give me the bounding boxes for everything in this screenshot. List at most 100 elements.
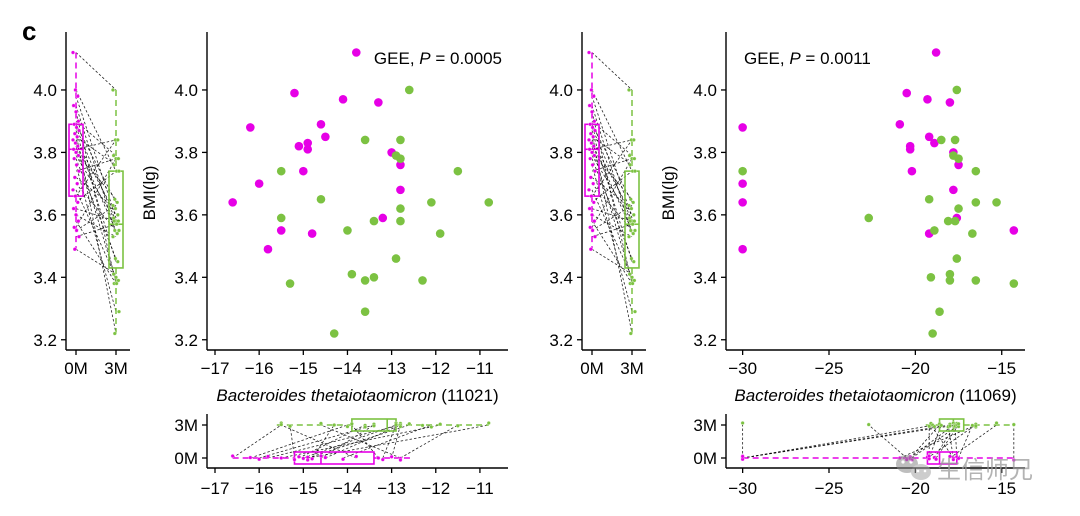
scatter-point [952,254,962,263]
scatter-point [360,276,370,285]
data-point [429,425,434,429]
data-point [115,200,120,205]
paired-link [75,205,117,231]
data-point [627,153,632,158]
scatter-point [360,307,370,316]
scatter-point [404,85,414,95]
data-point [627,272,632,277]
data-point [947,454,952,459]
data-point [593,169,597,174]
y-tick-label: 3.8 [549,143,573,162]
data-point [116,219,121,224]
paired-link [75,248,117,275]
paired-link [591,189,633,278]
scatter-point [945,269,955,279]
scatter-point [954,154,963,163]
data-point [630,275,634,280]
paired-link [75,96,117,219]
x-tick-label: −25 [815,479,844,498]
data-point [587,206,592,211]
paired-link [250,424,348,459]
scatter-point [374,98,383,107]
x-tick-label: −11 [466,359,494,378]
data-point [590,150,594,155]
data-point [74,109,78,114]
paired-link [742,424,957,459]
scatter-point [924,194,934,204]
paired-link [75,223,117,238]
data-point [376,456,381,460]
stat-annotation: GEE, P = 0.0005 [374,49,502,68]
scatter-point [299,166,308,176]
paired-link [911,424,959,459]
scatter-point [316,194,326,204]
data-point [74,228,79,233]
paired-link [267,424,401,459]
data-point [630,222,635,227]
data-point [591,200,596,205]
data-point [973,423,978,428]
data-point [288,424,293,429]
x-tick-label: 3M [620,359,644,378]
y-tick-label: 0M [693,449,717,468]
scatter-point [923,95,932,104]
paired-link [591,208,633,222]
data-point [593,234,597,239]
data-point [590,125,595,130]
data-point [115,212,120,217]
data-point [593,128,597,133]
data-point [116,156,121,161]
y-tick-label: 3.2 [33,331,57,350]
scatter-point [343,226,352,235]
x-tick-label: −11 [466,479,494,498]
data-point [111,203,115,208]
scatter-point [950,135,960,145]
paired-link [591,89,633,172]
paired-link [591,96,633,219]
data-point [114,275,118,280]
scatter-point [418,276,427,285]
data-point [394,422,398,427]
data-point [588,156,593,161]
y-tick-label: 3.6 [693,206,717,225]
paired-link [75,133,117,334]
data-point [630,281,635,286]
paired-link [400,424,459,459]
data-point [72,247,77,252]
data-point [633,169,637,174]
scatter-point [1009,279,1019,288]
scatter-point [453,166,463,176]
scatter-point [254,179,264,188]
scatter-point [369,273,379,282]
scatter-point [930,138,939,148]
data-point [389,454,394,459]
data-point [994,421,999,425]
scatter-point [902,88,912,98]
data-point [345,424,350,429]
data-point [113,206,118,211]
x-tick-label: −12 [421,479,450,498]
y-tick-label: 3.4 [549,268,573,287]
scatter-point [926,273,936,282]
y-tick-label: 3.6 [33,206,57,225]
scatter-point [484,198,494,207]
scatter-point [427,198,436,207]
data-point [74,125,79,130]
x-tick-label: −13 [377,479,406,498]
paired-link [75,52,117,91]
x-tick-label: −30 [728,359,757,378]
data-point [112,162,117,167]
data-point [587,50,591,55]
x-tick-label: −15 [289,479,318,498]
data-point [590,228,595,233]
paired-link [75,208,117,222]
y-tick-label: 3.4 [33,268,57,287]
data-point [71,137,75,142]
data-point [111,234,115,239]
y-tick-label: 3.6 [174,206,198,225]
paired-link [949,424,997,459]
data-point [117,309,121,314]
y-tick-label: 3.8 [693,143,717,162]
paired-link [391,424,401,459]
